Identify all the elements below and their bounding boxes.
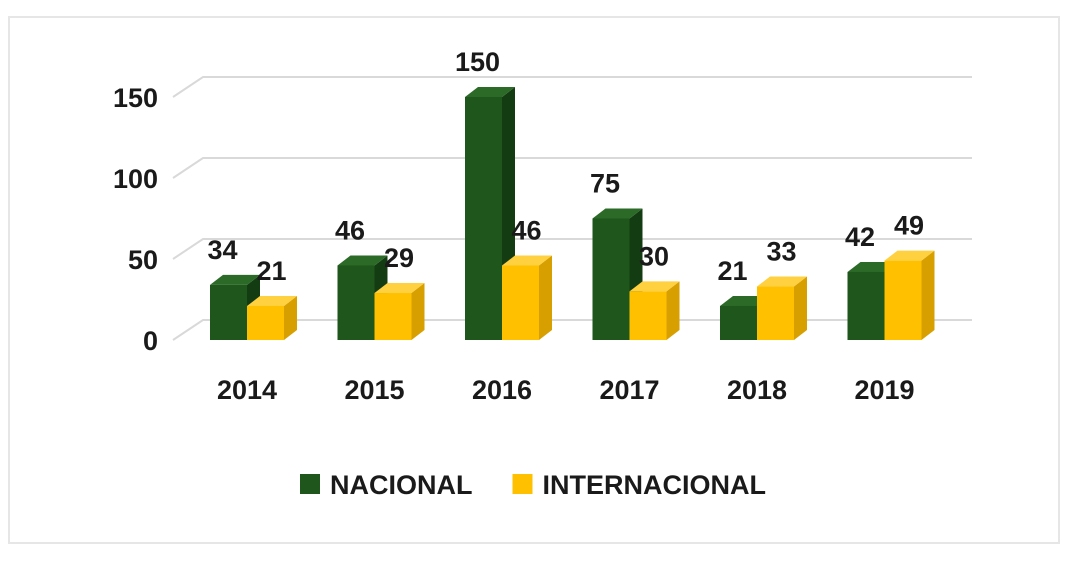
- gridline: [172, 238, 972, 260]
- gridlines: [172, 76, 972, 341]
- data-label: 33: [766, 237, 796, 267]
- legend-label: NACIONAL: [330, 470, 473, 500]
- bar-nacional-2014: [210, 284, 247, 340]
- x-category-label: 2016: [472, 375, 532, 405]
- bar-internacional-2016: [502, 265, 539, 340]
- y-axis-ticks: 0 50 100 150: [113, 83, 158, 356]
- x-category-label: 2014: [217, 375, 277, 405]
- bar-top: [884, 250, 935, 261]
- y-tick-label: 100: [113, 164, 158, 194]
- data-label: 46: [335, 215, 365, 245]
- legend-swatch: [512, 474, 533, 494]
- bar-nacional-2015: [337, 265, 375, 340]
- gridline: [172, 76, 972, 98]
- bar-top: [757, 276, 807, 287]
- chart-frame: 0 50 100 150 34 21 46 29 150 46 75 30 21 33 42 49 2014…: [8, 16, 1060, 544]
- bar-side: [539, 255, 552, 340]
- bar-internacional-2018: [757, 286, 794, 340]
- data-label: 150: [455, 47, 500, 77]
- bar-internacional-2017: [629, 291, 667, 340]
- x-axis-categories: 2014 2015 2016 2017 2018 2019: [217, 375, 915, 405]
- bar-nacional-2018: [720, 305, 757, 340]
- bar-side: [794, 276, 807, 340]
- bar-side: [411, 283, 425, 340]
- bar-chart: 0 50 100 150 34 21 46 29 150 46 75 30 21 33 42 49 2014…: [113, 47, 972, 500]
- bar-internacional-2019: [884, 260, 922, 340]
- x-category-label: 2017: [599, 375, 659, 405]
- bar-top: [592, 208, 643, 219]
- bar-top: [337, 255, 388, 266]
- bar-nacional-2019: [847, 271, 885, 340]
- legend-label: INTERNACIONAL: [543, 470, 767, 500]
- bar-top: [629, 281, 680, 292]
- data-label: 30: [639, 241, 669, 271]
- y-tick-label: 50: [128, 245, 158, 275]
- data-label: 49: [894, 211, 924, 241]
- bar-top: [465, 87, 515, 97]
- legend: NACIONAL INTERNACIONAL: [300, 470, 766, 500]
- data-label: 75: [590, 169, 620, 199]
- data-labels: 34 21 46 29 150 46 75 30 21 33 42 49: [207, 47, 924, 286]
- data-label: 34: [207, 235, 237, 265]
- bar-top: [374, 283, 425, 294]
- bar-side: [284, 295, 297, 340]
- data-label: 21: [256, 256, 286, 286]
- bar-top: [502, 255, 552, 266]
- x-category-label: 2018: [727, 375, 787, 405]
- y-tick-label: 150: [113, 83, 158, 113]
- data-label: 46: [511, 215, 541, 245]
- bar-internacional-2015: [374, 293, 412, 340]
- bar-side: [921, 250, 935, 340]
- x-category-label: 2015: [344, 375, 404, 405]
- data-label: 21: [717, 256, 747, 286]
- bars: [210, 87, 935, 340]
- bar-nacional-2017: [592, 218, 630, 340]
- gridline: [172, 157, 972, 179]
- bar-top: [247, 295, 297, 306]
- y-tick-label: 0: [143, 326, 158, 356]
- x-category-label: 2019: [854, 375, 914, 405]
- data-label: 29: [384, 243, 414, 273]
- bar-side: [666, 281, 680, 340]
- bar-internacional-2014: [247, 305, 284, 340]
- gridline: [172, 319, 972, 341]
- bar-nacional-2016: [465, 97, 502, 340]
- data-label: 42: [845, 222, 875, 252]
- bar-top: [210, 274, 260, 285]
- legend-swatch: [300, 474, 320, 494]
